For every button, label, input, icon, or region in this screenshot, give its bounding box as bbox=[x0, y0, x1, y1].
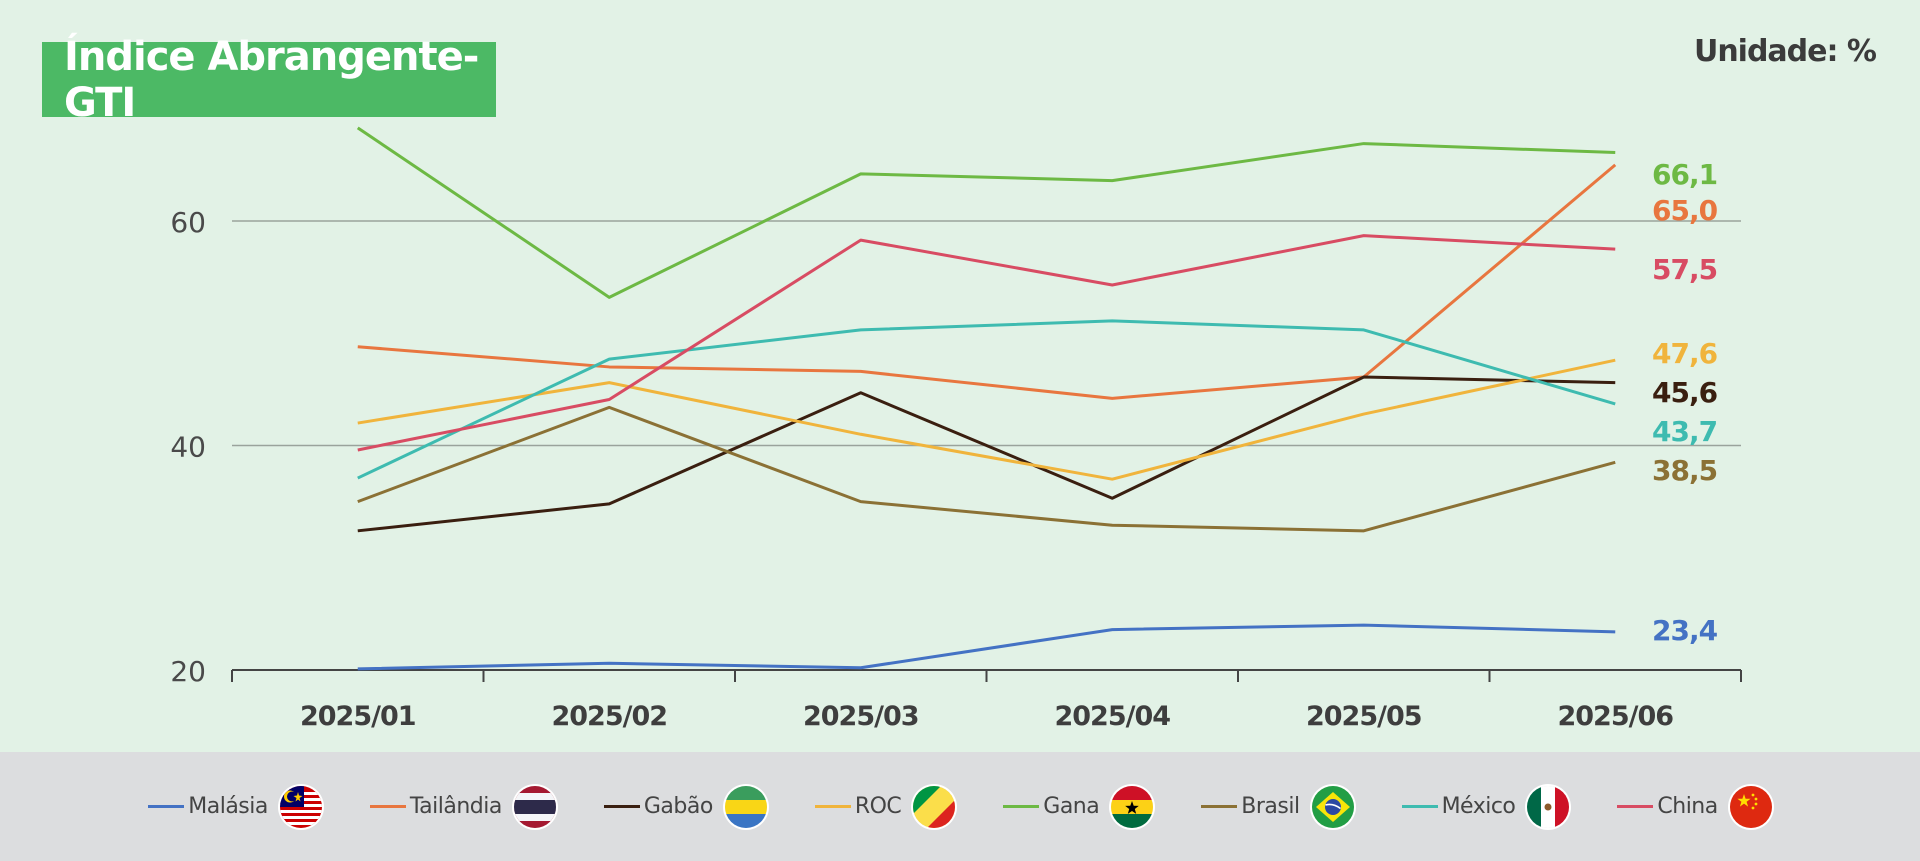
end-value-label-gana: 66,1 bbox=[1652, 158, 1717, 191]
legend-item-mexico: México bbox=[1401, 785, 1570, 828]
x-tick-label: 2025/01 bbox=[300, 701, 416, 732]
end-value-label-brasil: 38,5 bbox=[1652, 454, 1717, 487]
mexico-flag-icon bbox=[1527, 785, 1570, 828]
legend-item-brasil: Brasil bbox=[1201, 785, 1354, 828]
series-line-gana bbox=[356, 126, 1616, 299]
end-value-label-mexico: 43,7 bbox=[1652, 415, 1717, 448]
x-tick-label: 2025/03 bbox=[803, 701, 919, 732]
legend-label: ROC bbox=[854, 794, 902, 819]
legend-swatch bbox=[603, 805, 640, 808]
legend-swatch bbox=[1003, 805, 1040, 808]
legend-bar: Malásia Tailândia Gabão ROC Gana Brasil México… bbox=[0, 752, 1920, 861]
ghana-flag-icon bbox=[1111, 785, 1154, 828]
legend-swatch bbox=[148, 805, 185, 808]
legend-item-gabao: Gabão bbox=[603, 785, 767, 828]
series-line-mexico bbox=[357, 319, 1616, 480]
legend-label: Brasil bbox=[1241, 794, 1300, 819]
series-line-china bbox=[357, 234, 1616, 452]
legend-label: China bbox=[1657, 794, 1718, 819]
legend-swatch bbox=[1201, 805, 1238, 808]
thailand-flag-icon bbox=[513, 785, 556, 828]
chart-title-box: Índice Abrangente-GTI bbox=[42, 34, 496, 126]
legend-label: Gabão bbox=[643, 794, 713, 819]
legend-item-china: China bbox=[1617, 785, 1772, 828]
legend-swatch bbox=[1401, 805, 1438, 808]
x-tick-label: 2025/05 bbox=[1306, 701, 1422, 732]
line-chart: 20 40 60 2025/01 2025/02 2025/03 2025/04 2025/0… bbox=[170, 126, 1742, 732]
legend-item-roc: ROC bbox=[814, 785, 956, 828]
y-tick-label: 40 bbox=[170, 431, 206, 464]
series-line-malasia bbox=[357, 623, 1616, 671]
series-line-gabao bbox=[357, 375, 1616, 533]
legend-label: México bbox=[1441, 794, 1516, 819]
legend-swatch bbox=[1617, 805, 1654, 808]
series-line-tailandia bbox=[357, 163, 1617, 400]
end-value-label-tailandia: 65,0 bbox=[1652, 194, 1718, 227]
end-value-label-gabao: 45,6 bbox=[1652, 376, 1717, 409]
malaysia-flag-icon bbox=[279, 785, 322, 828]
legend-label: Tailândia bbox=[409, 794, 503, 819]
x-tick-label: 2025/04 bbox=[1054, 701, 1170, 732]
y-tick-label: 60 bbox=[170, 206, 206, 239]
x-tick-label: 2025/02 bbox=[551, 701, 667, 732]
legend-label: Malásia bbox=[188, 794, 268, 819]
legend-item-gana: Gana bbox=[1003, 785, 1154, 828]
legend-swatch bbox=[369, 805, 406, 808]
congo-flag-icon bbox=[913, 785, 956, 828]
end-value-label-roc: 47,6 bbox=[1652, 337, 1717, 370]
chart-title: Índice Abrangente-GTI bbox=[64, 33, 479, 126]
legend-swatch bbox=[814, 805, 851, 808]
legend-item-malasia: Malásia bbox=[148, 785, 322, 828]
unit-label: Unidade: % bbox=[1693, 34, 1877, 69]
series-line-roc bbox=[357, 358, 1616, 481]
end-value-label-malasia: 23,4 bbox=[1652, 614, 1718, 647]
legend-item-tailandia: Tailândia bbox=[369, 785, 556, 828]
gabon-flag-icon bbox=[724, 785, 767, 828]
end-value-label-china: 57,5 bbox=[1652, 253, 1717, 286]
y-tick-label: 20 bbox=[170, 655, 206, 688]
series-line-brasil bbox=[357, 405, 1616, 533]
brazil-flag-icon bbox=[1311, 785, 1354, 828]
legend-label: Gana bbox=[1043, 794, 1100, 819]
x-tick-label: 2025/06 bbox=[1557, 701, 1673, 732]
china-flag-icon bbox=[1729, 785, 1772, 828]
legend: Malásia Tailândia Gabão ROC Gana Brasil México… bbox=[0, 752, 1920, 861]
